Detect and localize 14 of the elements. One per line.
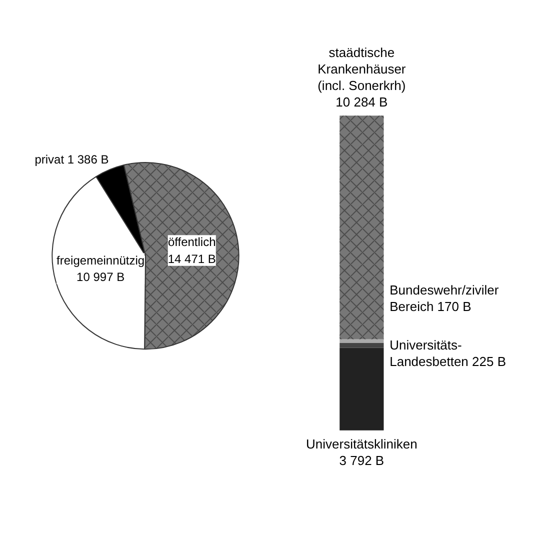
slice-label: öffentlich — [168, 235, 216, 250]
bar — [340, 348, 384, 430]
slice-label: freigemeinnützig — [56, 253, 145, 268]
text: staädtische Krankenhäuser (incl. Sonerkrh) — [318, 44, 406, 93]
series-label: Universitätskliniken — [306, 436, 418, 452]
bar — [340, 342, 384, 348]
data-label: 3 792 B — [339, 453, 384, 468]
text: Bundeswehr/ziviler Bereich 170 B — [390, 282, 499, 314]
data-label: 10 997 B — [76, 270, 125, 284]
data-label: 14 471 B — [168, 252, 216, 266]
data-label: 10 284 B — [336, 94, 388, 110]
bar — [340, 339, 384, 343]
text: Universitäts-Landesbetten 225 B — [390, 338, 506, 370]
slice-label: privat 1 386 B — [34, 152, 109, 167]
